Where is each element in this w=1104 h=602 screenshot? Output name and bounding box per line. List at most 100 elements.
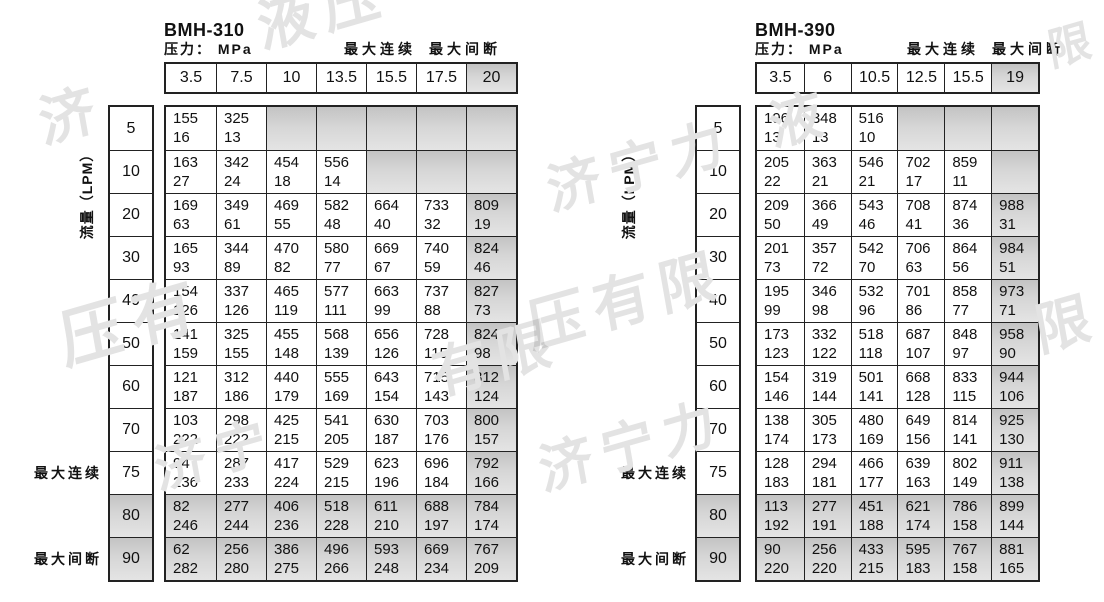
data-cell: 277 191 (803, 494, 851, 537)
data-cell: 455 148 (266, 322, 316, 365)
data-cell: 543 46 (850, 193, 898, 236)
side-label-max-continuous: 最大连续 (34, 465, 102, 481)
data-cell: 366 49 (803, 193, 851, 236)
data-cell: 621 174 (897, 494, 945, 537)
model-title: BMH-310 (164, 20, 245, 40)
pressure-cell: 19 (991, 64, 1038, 92)
data-cell (416, 107, 466, 150)
data-grid: 155 16 325 13 163 27 342 24 454 18 556 14 169 63 349 61… (164, 105, 518, 582)
flow-cell: 30 (697, 236, 739, 279)
data-cell: 138 174 (757, 408, 804, 451)
pressure-cell: 10.5 (850, 64, 898, 92)
data-cell: 287 233 (216, 451, 266, 494)
data-cell: 848 97 (944, 322, 992, 365)
data-cell: 496 266 (316, 537, 366, 580)
data-cell: 319 144 (803, 365, 851, 408)
data-cell: 128 183 (757, 451, 804, 494)
data-cell: 349 61 (216, 193, 266, 236)
data-cell: 465 119 (266, 279, 316, 322)
data-cell: 546 21 (850, 150, 898, 193)
data-grid: 196 13 348 13 516 10 205 22 363 21 546 21 702 17 859 11… (755, 105, 1040, 582)
data-cell: 541 205 (316, 408, 366, 451)
data-cell: 824 98 (466, 322, 516, 365)
data-cell: 859 11 (944, 150, 992, 193)
data-cell: 740 59 (416, 236, 466, 279)
data-cell: 708 41 (897, 193, 945, 236)
data-cell: 205 22 (757, 150, 804, 193)
model-title: BMH-390 (755, 20, 836, 40)
data-cell (944, 107, 992, 150)
data-cell: 701 86 (897, 279, 945, 322)
data-cell: 688 197 (416, 494, 466, 537)
pressure-cell: 15.5 (366, 64, 416, 92)
data-cell: 925 130 (991, 408, 1038, 451)
table-meta-row: 压力： MPa 最大连续 最大间断 (164, 39, 501, 59)
pressure-cell: 20 (466, 64, 516, 92)
pressure-cell: 3.5 (179, 69, 203, 86)
max-intermittent-label: 最大间断 (429, 41, 501, 57)
data-cell: 593 248 (366, 537, 416, 580)
max-continuous-label: 最大连续 (344, 41, 416, 57)
data-cell: 451 188 (850, 494, 898, 537)
flow-cell: 20 (110, 193, 152, 236)
data-cell: 154 126 (166, 279, 216, 322)
pressure-cell: 12.5 (897, 64, 944, 92)
data-cell: 201 73 (757, 236, 804, 279)
pressure-cell: 7.5 (216, 64, 266, 92)
data-cell: 332 122 (803, 322, 851, 365)
data-cell: 833 115 (944, 365, 992, 408)
data-cell: 623 196 (366, 451, 416, 494)
max-intermittent-label: 最大间断 (992, 41, 1064, 57)
flow-cell: 60 (110, 365, 152, 408)
data-cell: 728 115 (416, 322, 466, 365)
data-cell: 113 192 (757, 494, 804, 537)
data-cell: 195 99 (757, 279, 804, 322)
data-cell: 121 187 (166, 365, 216, 408)
flow-cell: 40 (697, 279, 739, 322)
data-cell: 90 220 (757, 537, 804, 580)
data-cell: 337 126 (216, 279, 266, 322)
pressure-header-row: 3.5 7.5 10 13.5 15.5 17.5 20 (164, 62, 518, 94)
flow-cell: 90 (697, 537, 739, 580)
side-label-max-intermittent: 最大间断 (34, 551, 102, 567)
data-cell: 582 48 (316, 193, 366, 236)
pressure-unit-label: 压力： MPa (755, 41, 844, 57)
data-cell: 480 169 (850, 408, 898, 451)
data-cell: 169 63 (166, 193, 216, 236)
data-cell: 668 128 (897, 365, 945, 408)
flow-cell: 60 (697, 365, 739, 408)
data-cell: 630 187 (366, 408, 416, 451)
data-cell: 649 156 (897, 408, 945, 451)
data-cell (416, 150, 466, 193)
data-cell: 325 155 (216, 322, 266, 365)
data-cell: 196 13 (764, 110, 790, 146)
data-cell (316, 107, 366, 150)
data-cell: 348 13 (803, 107, 851, 150)
data-cell: 733 32 (416, 193, 466, 236)
data-cell: 516 10 (850, 107, 898, 150)
pressure-header-row: 3.5 6 10.5 12.5 15.5 19 (755, 62, 1040, 94)
data-cell: 973 71 (991, 279, 1038, 322)
data-cell: 312 186 (216, 365, 266, 408)
data-cell: 555 169 (316, 365, 366, 408)
pressure-cell: 13.5 (316, 64, 366, 92)
data-cell: 165 93 (166, 236, 216, 279)
data-cell: 580 77 (316, 236, 366, 279)
data-cell: 663 99 (366, 279, 416, 322)
data-cell (897, 107, 945, 150)
data-cell: 984 51 (991, 236, 1038, 279)
data-cell: 737 88 (416, 279, 466, 322)
data-cell: 141 159 (166, 322, 216, 365)
side-label-max-continuous: 最大连续 (621, 465, 689, 481)
data-cell: 209 50 (757, 193, 804, 236)
data-cell: 344 89 (216, 236, 266, 279)
data-cell: 944 106 (991, 365, 1038, 408)
data-cell: 595 183 (897, 537, 945, 580)
data-cell: 767 209 (466, 537, 516, 580)
flow-column: 5 10 20 30 40 50 60 70 75 80 90 (695, 105, 741, 582)
data-cell: 800 157 (466, 408, 516, 451)
flow-cell: 80 (697, 494, 739, 537)
data-cell: 163 27 (166, 150, 216, 193)
